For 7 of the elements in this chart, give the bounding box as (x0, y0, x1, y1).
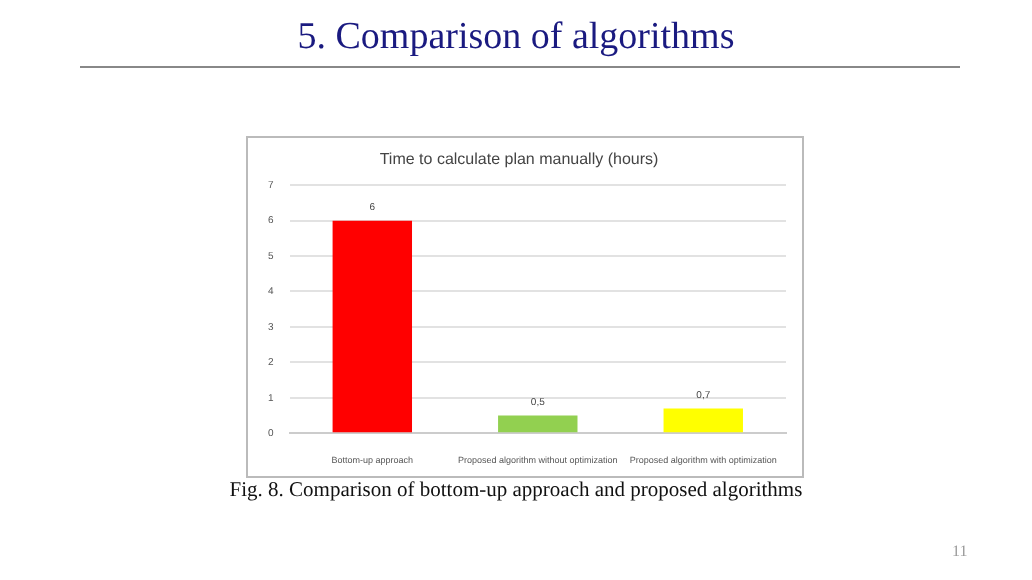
text: 11 (952, 542, 968, 560)
bar (663, 408, 743, 433)
text: 5. Comparison of algorithms (295, 16, 737, 60)
caption: Fig. 8. Comparison of bottom-up approach and proposed algorithms (227, 480, 805, 502)
bar (498, 415, 578, 433)
bar (332, 220, 413, 433)
chart-title: Time to calculate plan manually (hours) (379, 150, 659, 169)
